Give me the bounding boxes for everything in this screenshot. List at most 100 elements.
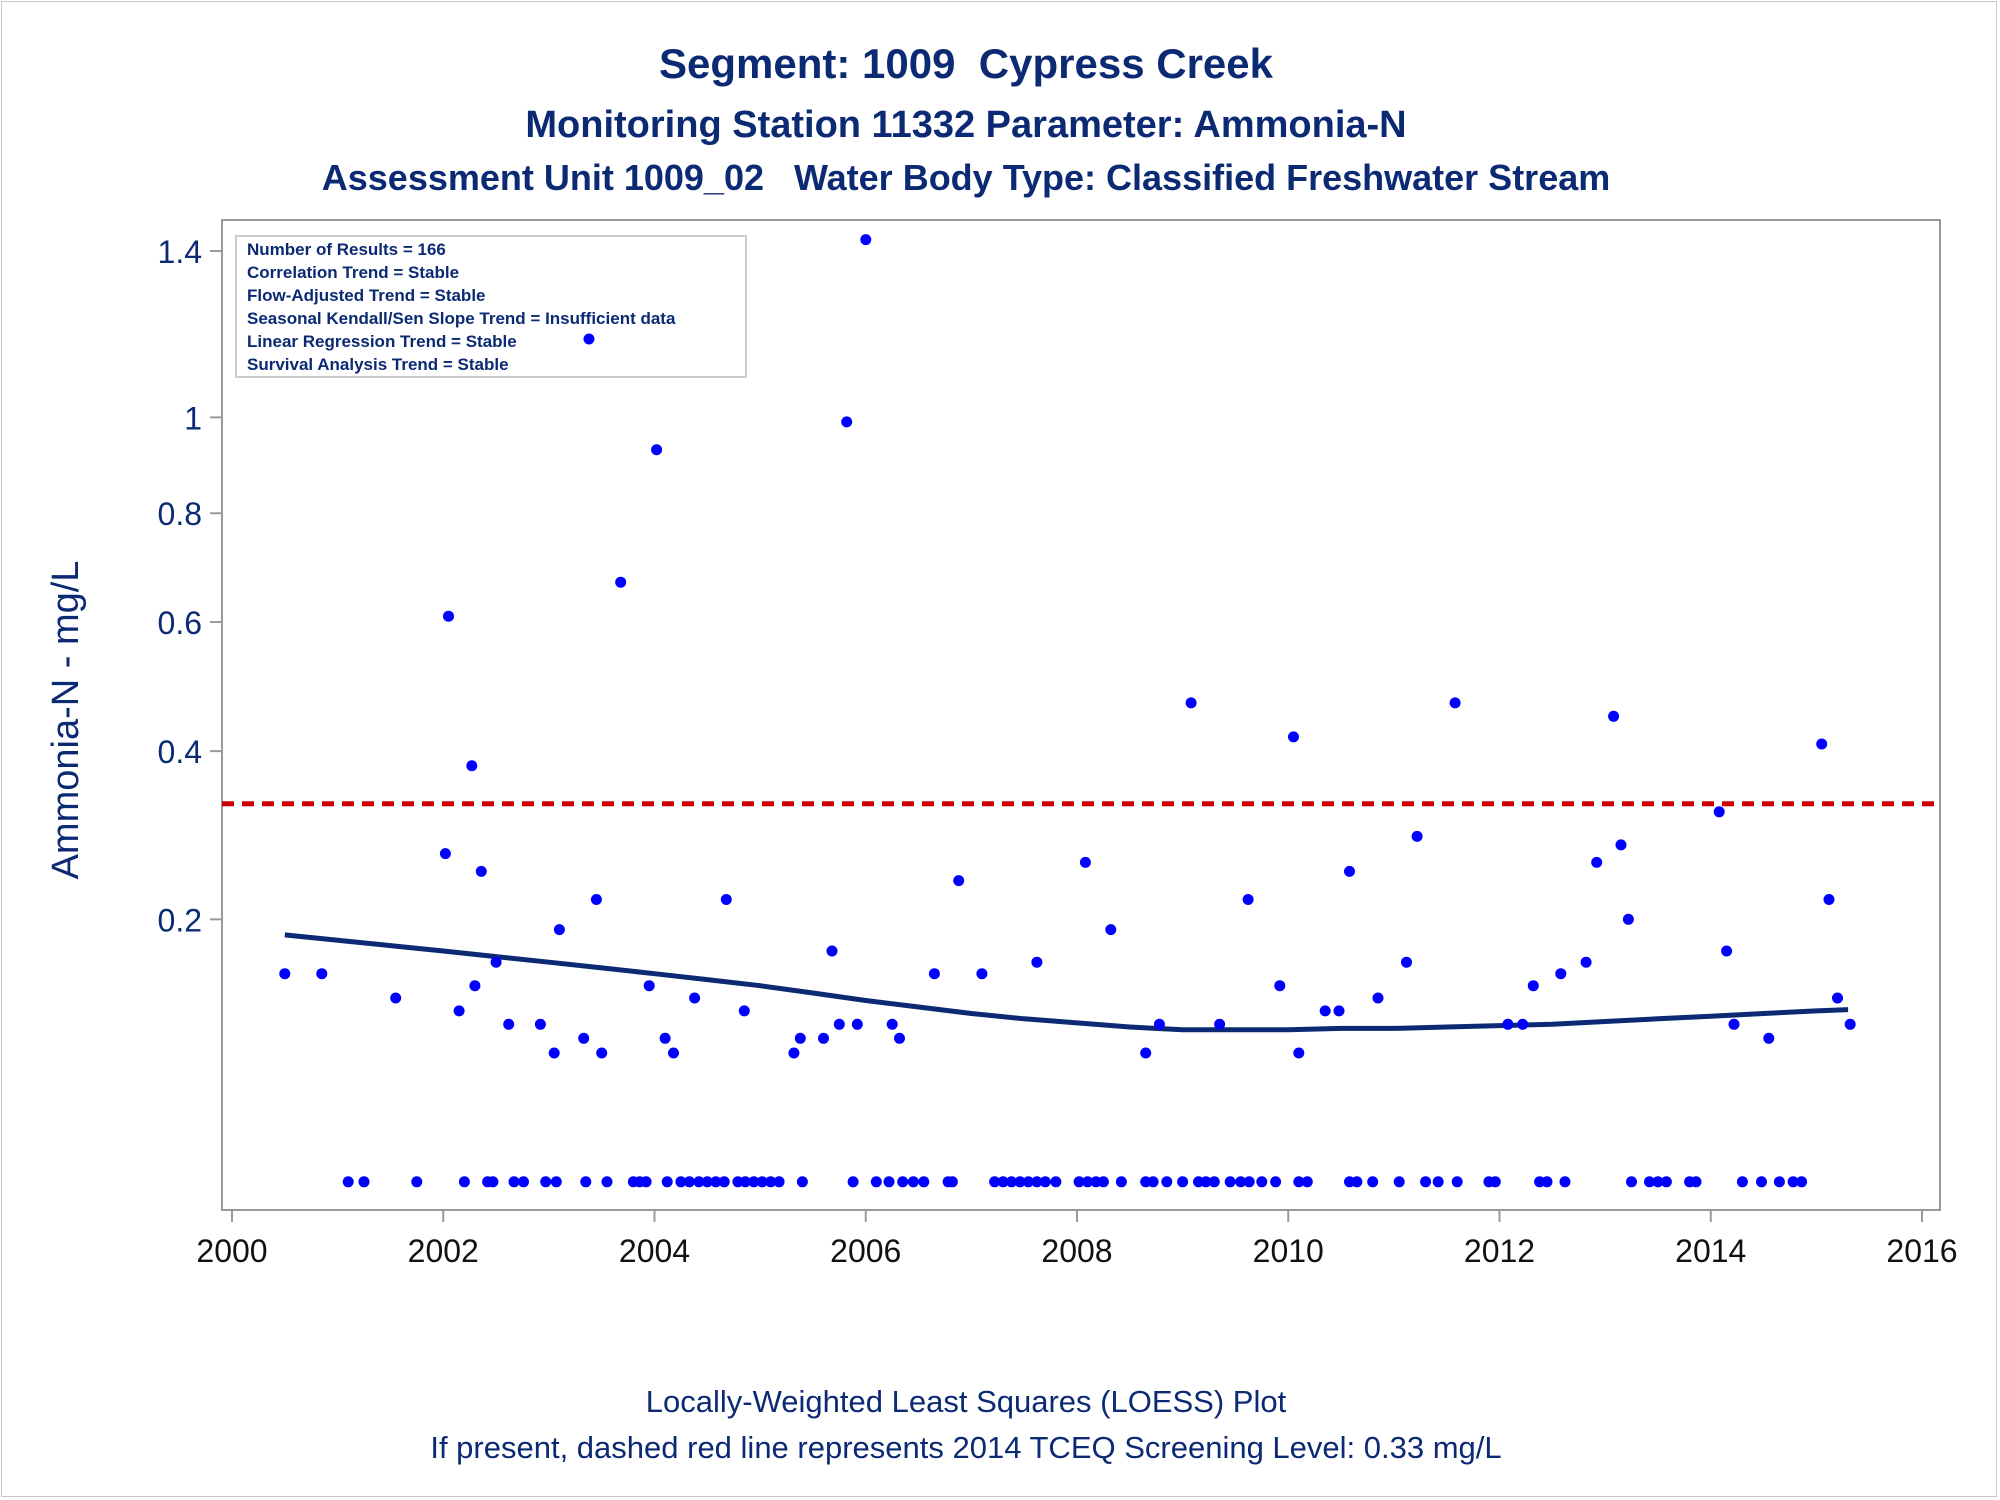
data-point [1293,1047,1305,1059]
data-point [1541,1176,1553,1188]
data-point [596,1047,608,1059]
data-point [1288,731,1299,743]
data-point [1555,968,1567,980]
data-point [540,1176,552,1188]
data-point [1208,1176,1220,1188]
data-point [1690,1176,1702,1188]
data-point [453,1005,465,1017]
data-point [1105,924,1117,936]
data-point [1050,1176,1062,1188]
chart-title: Segment: 1009 Cypress Creek [659,40,1274,87]
data-point [553,924,565,936]
chart-subtitle-2: Assessment Unit 1009_02 Water Body Type:… [322,157,1611,198]
points-layer [279,234,1856,1188]
data-point [1644,1176,1655,1188]
data-point [1432,1176,1444,1188]
data-point [701,1176,713,1188]
data-point [1235,1176,1247,1188]
data-point [643,980,655,992]
y-axis-label: Ammonia-N - mg/L [45,561,87,880]
data-point [1411,830,1423,842]
data-point [818,1032,829,1044]
data-point [443,610,454,622]
inset-line-5: Linear Regression Trend = Stable [247,332,517,351]
data-point [1177,1176,1189,1188]
data-point [590,894,602,905]
data-point [841,416,853,428]
data-point [1006,1176,1017,1188]
data-point [976,968,988,980]
data-point [1014,1176,1026,1188]
data-point [550,1176,562,1188]
data-point [1660,1176,1672,1188]
data-point [689,992,701,1004]
inset-box-frame [235,235,747,378]
data-point [1796,1176,1808,1188]
data-point [503,1018,515,1030]
data-point [279,968,291,980]
data-point [1787,1176,1799,1188]
data-point [1615,839,1627,851]
y-tick-label: 1 [184,400,202,436]
data-point [661,1176,673,1188]
data-point [411,1176,423,1188]
data-point [794,1032,806,1044]
data-point [718,1176,730,1188]
data-point [1591,856,1603,868]
data-point [1449,697,1461,709]
data-point [1333,1005,1345,1017]
data-point [548,1047,560,1059]
data-point [1401,956,1412,968]
data-point [1140,1047,1152,1059]
data-point [675,1176,687,1188]
data-point [918,1176,930,1188]
data-point [475,865,487,877]
x-tick-label: 2006 [830,1233,901,1269]
data-point [1773,1176,1785,1188]
data-point [1293,1176,1305,1188]
data-point [1200,1176,1212,1188]
data-point [1097,1176,1109,1188]
data-point [580,1176,592,1188]
x-tick-label: 2014 [1675,1233,1746,1269]
data-point [765,1176,777,1188]
data-point [870,1176,882,1188]
data-point [615,576,627,588]
data-point [469,980,481,992]
x-tick-label: 2008 [1041,1233,1112,1269]
data-point [1559,1176,1571,1188]
data-point [1079,856,1091,868]
data-point [518,1176,529,1188]
data-point [1022,1176,1034,1188]
data-point [640,1176,652,1188]
data-point [651,444,663,456]
data-point [897,1176,909,1188]
data-point [683,1176,695,1188]
data-point [1082,1176,1094,1188]
data-point [1256,1176,1268,1188]
data-point [1844,1018,1856,1030]
data-point [1580,956,1592,968]
data-point [534,1018,546,1030]
x-tick-label: 2016 [1886,1233,1957,1269]
data-point [693,1176,705,1188]
data-point [997,1176,1009,1188]
inset-line-4: Seasonal Kendall/Sen Slope Trend = Insuf… [247,309,676,328]
x-tick-label: 2010 [1253,1233,1324,1269]
loess-layer [284,932,1849,1033]
data-point [659,1032,671,1044]
data-point [1161,1176,1173,1188]
data-point [1420,1176,1432,1188]
data-point [1608,710,1620,722]
data-point [583,333,595,345]
data-point [1622,913,1634,925]
data-point [1756,1176,1767,1188]
inset-line-2: Correlation Trend = Stable [247,263,459,282]
data-point [1344,865,1355,877]
data-point [748,1176,760,1188]
data-point [1816,738,1828,750]
data-point [1214,1018,1226,1030]
data-point [1243,1176,1255,1188]
